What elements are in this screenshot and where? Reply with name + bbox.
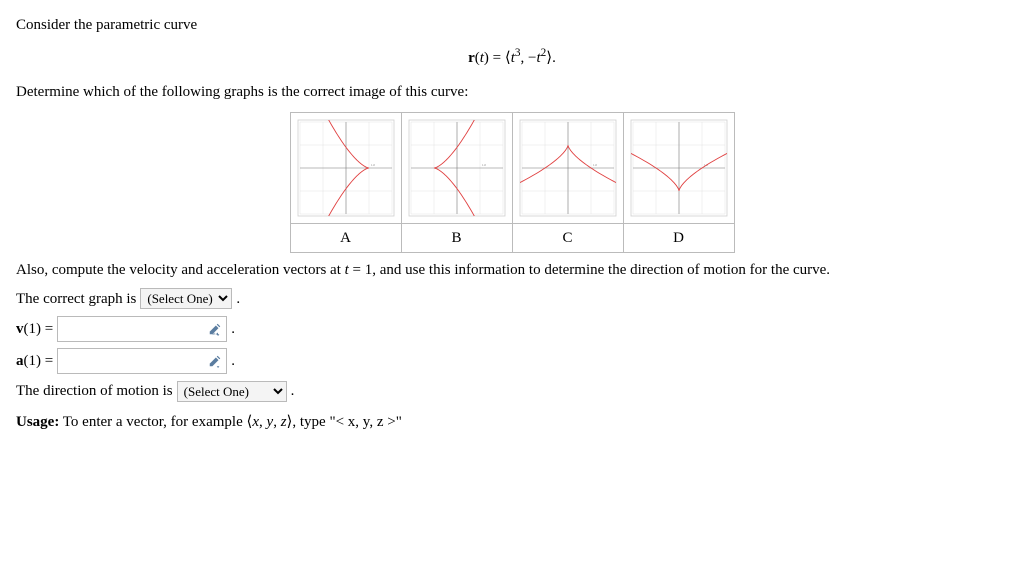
period: . [236,288,240,311]
svg-text:1.0: 1.0 [371,163,375,167]
usage-label: Usage: [16,414,59,430]
svg-text:1.0: 1.0 [482,163,486,167]
graph-cell-a: 1.0 [290,112,401,223]
direction-row: The direction of motion is (Select One) … [16,380,1008,403]
intro-text: Consider the parametric curve [16,14,1008,37]
correct-graph-label: The correct graph is [16,288,136,311]
a-row: a(1) = . [16,348,1008,374]
svg-text:1.0: 1.0 [593,163,597,167]
plot-c: 1.0 [516,116,620,220]
graph-cell-c: 1.0 [512,112,623,223]
v-input[interactable] [57,316,227,342]
direction-select[interactable]: (Select One) [177,381,287,402]
graph-label-c: C [512,223,623,253]
determine-text: Determine which of the following graphs … [16,81,1008,104]
graph-table: 1.0 1.0 1.0 1.0 A B C D [290,112,735,254]
a-label: a(1) = [16,350,53,373]
v-label: v(1) = [16,318,53,341]
period: . [291,380,295,403]
direction-label: The direction of motion is [16,380,173,403]
graph-cell-d: 1.0 [623,112,734,223]
graph-label-d: D [623,223,734,253]
graph-cell-b: 1.0 [401,112,512,223]
pencil-icon [208,354,222,368]
graph-label-b: B [401,223,512,253]
v-row: v(1) = . [16,316,1008,342]
plot-d: 1.0 [627,116,731,220]
a-input[interactable] [57,348,227,374]
usage-line: Usage: To enter a vector, for example ⟨x… [16,411,1008,434]
correct-graph-select[interactable]: (Select One) [140,288,232,309]
equation: r(t) = ⟨t3, −t2⟩. [16,45,1008,70]
period: . [231,318,235,341]
also-text: Also, compute the velocity and accelerat… [16,259,1008,282]
pencil-icon [208,322,222,336]
plot-b: 1.0 [405,116,509,220]
period: . [231,350,235,373]
plot-a: 1.0 [294,116,398,220]
correct-graph-row: The correct graph is (Select One) . [16,288,1008,311]
graph-label-a: A [290,223,401,253]
